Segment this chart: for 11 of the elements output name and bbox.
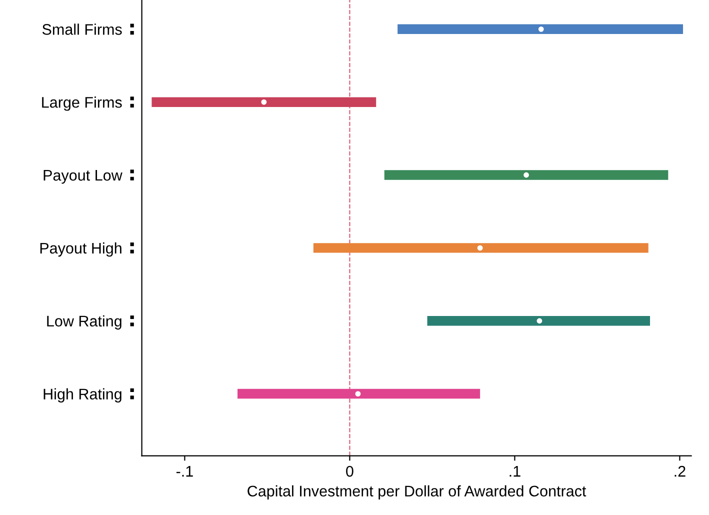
y-tick-label: Payout High — [40, 242, 122, 257]
y-tick-label: Low Rating — [47, 315, 122, 330]
y-tick-label: Large Firms — [42, 96, 122, 111]
x-tick-label: -.1 — [176, 466, 193, 477]
y-tick-label: Payout Low — [44, 170, 122, 184]
y-tick-label: High Rating — [44, 388, 122, 402]
x-tick-label: .2 — [674, 466, 686, 477]
x-tick-label: 0 — [346, 466, 354, 477]
x-axis-title: Capital Investment per Dollar of Awarded Contract — [248, 485, 586, 500]
x-tick-label: .1 — [510, 466, 520, 477]
y-tick-label: Small Firms — [42, 24, 122, 35]
